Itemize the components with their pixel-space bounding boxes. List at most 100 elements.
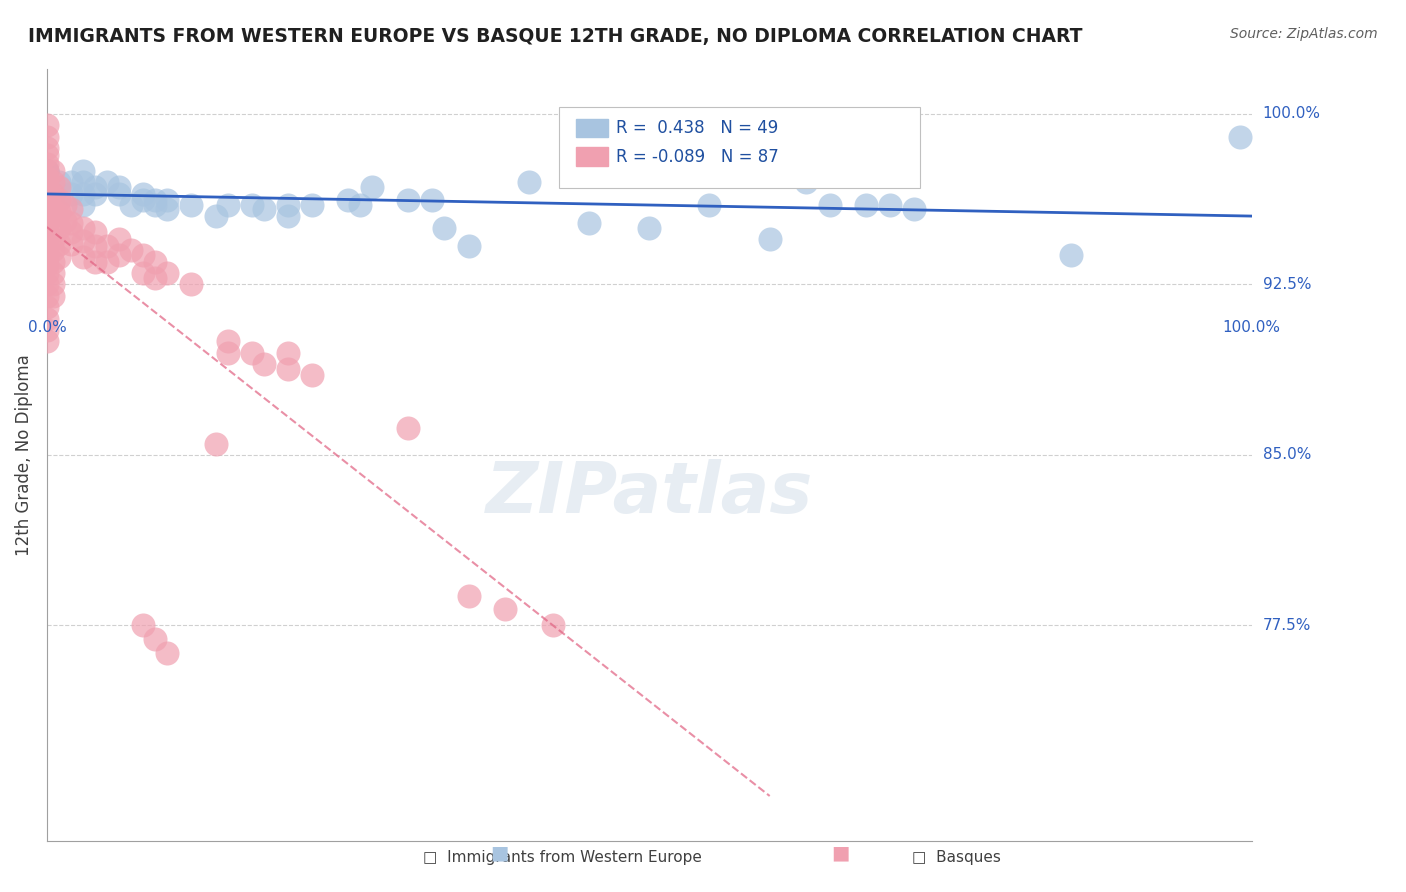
Point xyxy=(35,186,58,201)
Point xyxy=(35,179,58,194)
Point xyxy=(457,589,479,603)
Point xyxy=(35,257,58,271)
Point xyxy=(794,175,817,189)
Point xyxy=(143,254,166,268)
Point xyxy=(818,198,841,212)
Point xyxy=(59,186,82,201)
Point xyxy=(59,236,82,251)
Point xyxy=(143,270,166,285)
Point xyxy=(361,179,384,194)
Point xyxy=(72,220,94,235)
Point xyxy=(35,232,58,246)
Point xyxy=(396,420,419,434)
Point xyxy=(204,436,226,450)
Point xyxy=(42,232,65,246)
FancyBboxPatch shape xyxy=(575,119,609,137)
Point xyxy=(855,198,877,212)
Point xyxy=(156,202,179,217)
Point xyxy=(240,198,263,212)
Y-axis label: 12th Grade, No Diploma: 12th Grade, No Diploma xyxy=(15,354,32,556)
Point xyxy=(42,277,65,292)
Point xyxy=(84,254,107,268)
Point xyxy=(48,175,70,189)
Point xyxy=(96,254,118,268)
Text: 77.5%: 77.5% xyxy=(1263,618,1310,633)
Point xyxy=(35,163,58,178)
Point xyxy=(48,194,70,208)
Point xyxy=(132,266,155,280)
Point xyxy=(35,175,58,189)
Point xyxy=(180,277,202,292)
Point xyxy=(143,198,166,212)
Point xyxy=(156,646,179,660)
Point xyxy=(396,194,419,208)
Text: ZIPatlas: ZIPatlas xyxy=(485,459,813,528)
Point xyxy=(132,618,155,632)
Point xyxy=(48,204,70,219)
Point xyxy=(35,216,58,230)
Point xyxy=(35,198,58,212)
FancyBboxPatch shape xyxy=(575,147,609,166)
Point xyxy=(35,277,58,292)
Point xyxy=(35,129,58,144)
Point xyxy=(494,602,516,616)
Point xyxy=(42,186,65,201)
Point xyxy=(84,186,107,201)
Point xyxy=(59,216,82,230)
Point xyxy=(35,163,58,178)
Point xyxy=(143,194,166,208)
Point xyxy=(277,361,299,376)
Text: 100.0%: 100.0% xyxy=(1223,319,1281,334)
Text: ■: ■ xyxy=(489,844,509,863)
Point xyxy=(35,148,58,162)
Point xyxy=(35,202,58,217)
Point xyxy=(42,198,65,212)
Point xyxy=(180,198,202,212)
Point xyxy=(578,216,600,230)
Point xyxy=(48,179,70,194)
Point xyxy=(35,244,58,258)
Point xyxy=(132,248,155,262)
Point xyxy=(53,214,76,228)
Point xyxy=(132,194,155,208)
Point xyxy=(35,239,58,253)
Point xyxy=(35,266,58,280)
Point xyxy=(541,618,564,632)
Text: 85.0%: 85.0% xyxy=(1263,448,1310,462)
Point xyxy=(758,232,780,246)
Point xyxy=(277,209,299,223)
Text: □  Immigrants from Western Europe: □ Immigrants from Western Europe xyxy=(423,850,702,865)
Point xyxy=(72,163,94,178)
Point xyxy=(217,334,239,349)
Point xyxy=(42,289,65,303)
Point xyxy=(301,368,323,383)
Point xyxy=(96,175,118,189)
Point xyxy=(96,239,118,253)
Point xyxy=(72,175,94,189)
Point xyxy=(699,198,721,212)
Point xyxy=(35,170,58,185)
Point xyxy=(48,220,70,235)
Point xyxy=(1229,129,1251,144)
Point xyxy=(517,175,540,189)
Point xyxy=(217,345,239,359)
Text: IMMIGRANTS FROM WESTERN EUROPE VS BASQUE 12TH GRADE, NO DIPLOMA CORRELATION CHAR: IMMIGRANTS FROM WESTERN EUROPE VS BASQUE… xyxy=(28,27,1083,45)
Point xyxy=(59,225,82,239)
Point xyxy=(204,209,226,223)
Point xyxy=(35,323,58,337)
Point xyxy=(72,250,94,264)
Point xyxy=(277,198,299,212)
Point xyxy=(253,202,276,217)
Point xyxy=(457,239,479,253)
Point xyxy=(35,194,58,208)
Point xyxy=(1060,248,1083,262)
Text: ■: ■ xyxy=(831,844,851,863)
Point xyxy=(35,119,58,133)
Point xyxy=(42,244,65,258)
Point xyxy=(35,311,58,326)
Point xyxy=(84,239,107,253)
Text: Source: ZipAtlas.com: Source: ZipAtlas.com xyxy=(1230,27,1378,41)
Point xyxy=(59,175,82,189)
Point xyxy=(240,345,263,359)
Point xyxy=(35,250,58,264)
